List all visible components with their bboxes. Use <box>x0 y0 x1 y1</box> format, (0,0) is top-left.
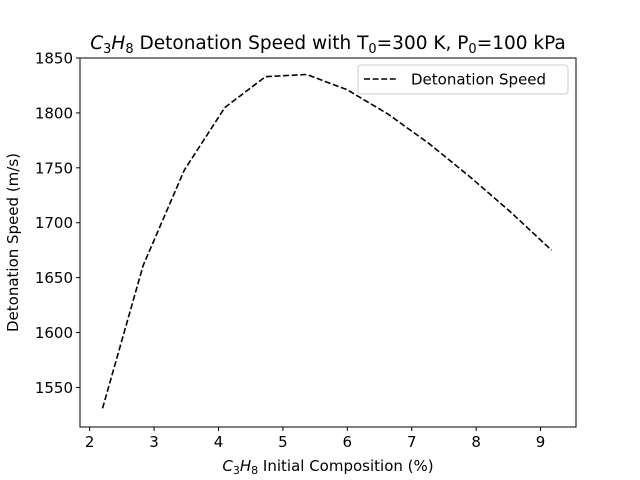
series-layer <box>101 73 553 409</box>
x-tick-label: 8 <box>471 433 481 451</box>
title-text-c: =100 kPa <box>477 33 566 54</box>
x-axis-ticks: 2 3 4 5 6 7 8 9 <box>85 427 545 451</box>
y-tick-label: 1550 <box>35 379 73 397</box>
xlabel-chem-h: H <box>240 457 251 475</box>
title-text-a: Detonation Speed with T <box>134 33 369 54</box>
xlabel-chem-h-subscript: 8 <box>251 464 258 477</box>
legend-box <box>357 64 569 95</box>
y-axis-ticks: 1550 1600 1650 1700 1750 1800 1850 <box>35 50 80 397</box>
x-tick-label: 2 <box>85 433 95 451</box>
plot-area <box>80 58 576 427</box>
x-tick-label: 4 <box>214 433 224 451</box>
y-tick-label: 1750 <box>35 159 73 177</box>
title-chem-h: H <box>111 33 125 54</box>
x-tick-label: 9 <box>536 433 546 451</box>
title-chem-h-subscript: 8 <box>125 42 133 57</box>
y-tick-label: 1650 <box>35 269 73 287</box>
chart-title: C3H8 Detonation Speed with T0=300 K, P0=… <box>90 33 566 57</box>
y-axis-label: Detonation Speed (m/s) <box>4 153 22 332</box>
x-axis-label: C3H8 Initial Composition (%) <box>222 457 433 477</box>
y-tick-label: 1600 <box>35 324 73 342</box>
title-t0-subscript: 0 <box>368 42 376 57</box>
title-chem-c-subscript: 3 <box>103 42 111 57</box>
axes-background <box>80 58 576 427</box>
title-text-b: =300 K, P <box>377 33 469 54</box>
xlabel-chem-c: C <box>222 457 233 475</box>
y-tick-label: 1700 <box>35 214 73 232</box>
legend-label: Detonation Speed <box>411 71 546 89</box>
title-p0-subscript: 0 <box>468 42 476 57</box>
x-tick-label: 5 <box>278 433 288 451</box>
x-tick-label: 6 <box>343 433 353 451</box>
title-chem-c: C <box>90 33 103 54</box>
series-line-detonation-speed <box>101 73 553 409</box>
axes-frame <box>79 57 577 428</box>
x-tick-label: 7 <box>407 433 417 451</box>
xlabel-text: Initial Composition (%) <box>258 457 433 475</box>
y-tick-label: 1800 <box>35 104 73 122</box>
y-tick-label: 1850 <box>35 50 73 68</box>
x-tick-label: 3 <box>149 433 159 451</box>
legend: Detonation Speed <box>357 64 569 95</box>
xlabel-chem-c-subscript: 3 <box>233 464 240 477</box>
